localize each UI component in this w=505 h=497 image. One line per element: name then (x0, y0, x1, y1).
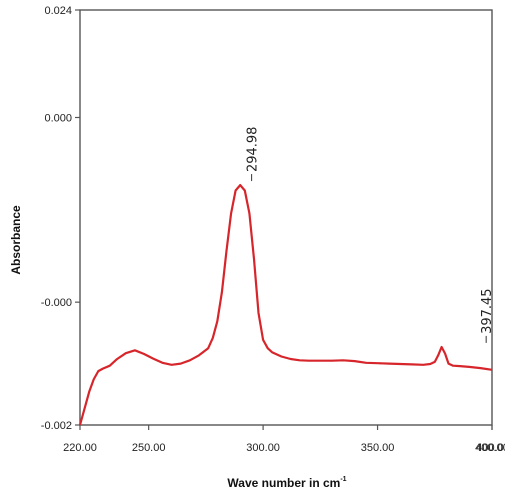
y-tick-label: -0.002 (41, 420, 72, 432)
plot-frame (79, 9, 493, 426)
y-axis-title: Absorbance (9, 205, 23, 275)
x-tick-label: 220.00 (63, 442, 97, 454)
peak-label: 294.98 (246, 127, 261, 173)
peak-label: 397.45 (480, 288, 495, 334)
x-axis-title-exponent: -1 (340, 476, 346, 483)
x-tick-label: 400.00 (475, 442, 505, 454)
y-tick-label: 0.000 (44, 112, 72, 124)
x-axis-title-text: Wave number in cm (227, 476, 340, 490)
x-tick-label: 250.00 (132, 442, 166, 454)
x-tick-label: 400.0 (476, 442, 504, 454)
plot-border (79, 9, 493, 426)
x-axis-title: Wave number in cm-1 (227, 476, 346, 490)
x-tick-label: 350.00 (361, 442, 395, 454)
y-axis-ticks: 0.024 0.000 -0.000 -0.002 (41, 5, 80, 432)
x-tick-label: 300.00 (246, 442, 280, 454)
y-tick-label: -0.000 (41, 297, 72, 309)
absorbance-spectrum-line (78, 184, 493, 426)
peak-annotations: 294.98 397.45 (246, 127, 495, 343)
y-tick-label: 0.024 (44, 5, 72, 17)
